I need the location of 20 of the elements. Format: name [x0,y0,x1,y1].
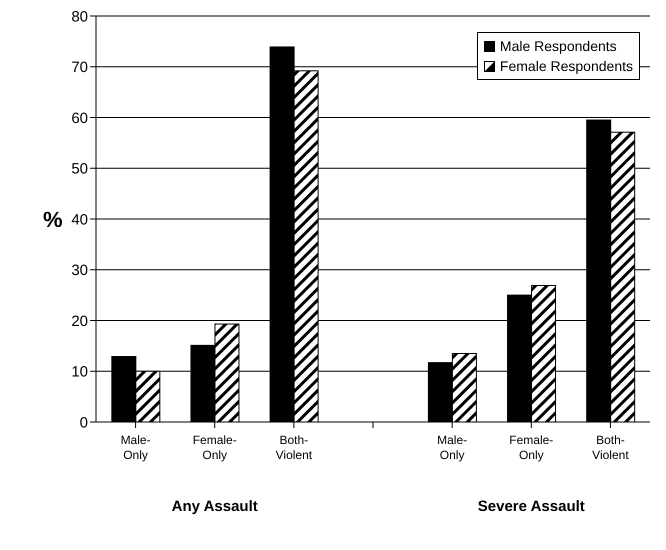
y-tick-label: 70 [71,59,88,76]
text: Severe Assault [476,498,586,515]
x-tick-label: Both-Violent [276,433,313,462]
y-tick-label: 60 [71,110,88,127]
x-tick-label: Female-Only [509,433,554,462]
y-tick-label: 10 [71,364,88,381]
y-tick-label: 30 [71,262,88,280]
legend-label: Male Respondents [500,37,617,56]
y-tick-label: 40 [71,211,88,228]
y-tick-label: 20 [71,312,88,330]
x-tick-label: Female-Only [192,433,237,462]
x-tick-label: Both-Violent [592,433,630,462]
legend-label: Female Respondents [500,57,633,76]
x-tick-label: Male-Only [120,433,151,462]
x-tick-label: Male-Only [437,433,468,462]
y-tick-label: 80 [71,8,88,26]
y-axis-title: % [43,206,63,232]
text: Any Assault [170,498,259,515]
y-tick-label: 0 [80,414,88,432]
y-tick-label: 50 [71,160,88,178]
